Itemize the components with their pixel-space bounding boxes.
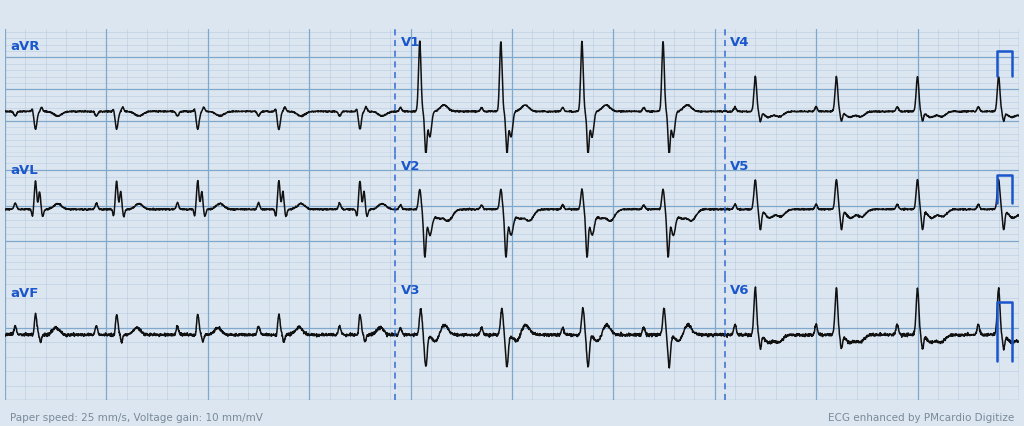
Text: V4: V4 bbox=[730, 36, 750, 49]
Text: aVF: aVF bbox=[10, 287, 39, 300]
Text: ECG enhanced by PMcardio Digitize: ECG enhanced by PMcardio Digitize bbox=[827, 412, 1014, 422]
Text: V2: V2 bbox=[400, 159, 420, 173]
Text: Paper speed: 25 mm/s, Voltage gain: 10 mm/mV: Paper speed: 25 mm/s, Voltage gain: 10 m… bbox=[10, 412, 263, 422]
Text: V6: V6 bbox=[730, 283, 750, 296]
Text: aVR: aVR bbox=[10, 40, 40, 53]
Text: V5: V5 bbox=[730, 159, 750, 173]
Text: aVL: aVL bbox=[10, 163, 38, 176]
Text: V3: V3 bbox=[400, 283, 420, 296]
Text: V1: V1 bbox=[400, 36, 420, 49]
